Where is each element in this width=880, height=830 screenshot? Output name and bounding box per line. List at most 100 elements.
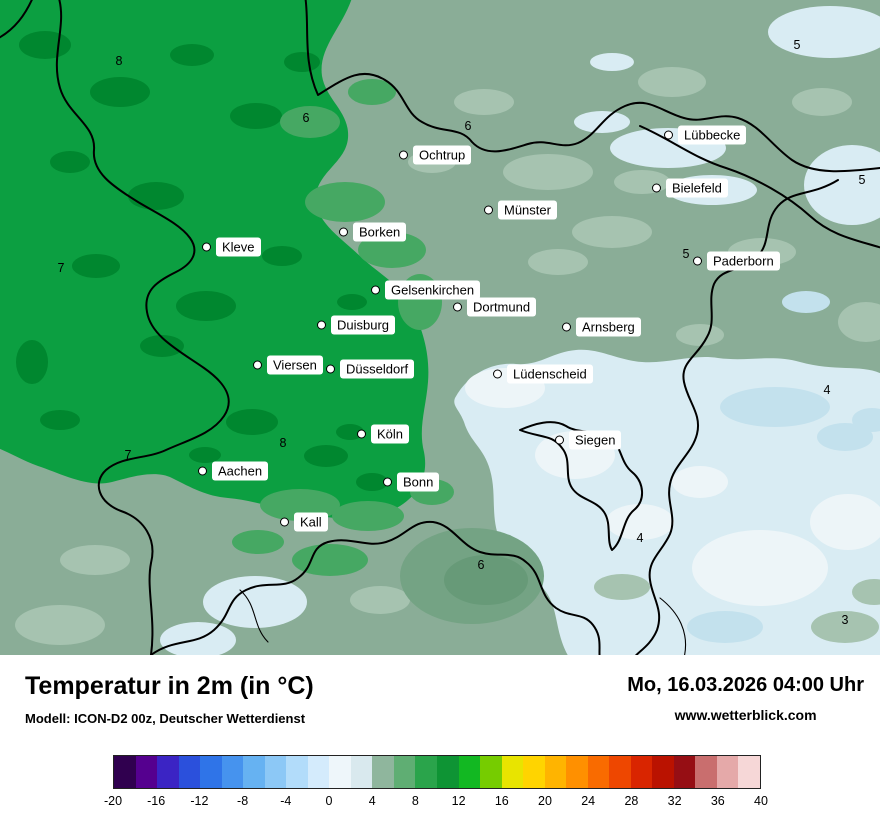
scale-color-block <box>286 756 308 788</box>
city-marker: Kleve <box>202 237 261 257</box>
city-label: Münster <box>498 200 557 220</box>
city-label: Gelsenkirchen <box>385 280 481 300</box>
scale-color-block <box>415 756 437 788</box>
city-dot-icon <box>253 360 262 370</box>
scale-color-block <box>200 756 222 788</box>
city-dot-icon <box>326 364 335 374</box>
city-label: Bielefeld <box>666 178 728 198</box>
temperature-value: 5 <box>682 247 690 261</box>
city-marker: Lüdenscheid <box>493 364 593 384</box>
scale-color-block <box>609 756 631 788</box>
city-label: Kleve <box>216 237 261 257</box>
city-dot-icon <box>280 517 289 527</box>
city-marker: Ochtrup <box>399 145 472 165</box>
scale-tick-label: 20 <box>538 794 552 808</box>
scale-color-block <box>544 756 567 788</box>
scale-color-block <box>695 756 717 788</box>
temperature-value: 8 <box>279 436 287 450</box>
city-dot-icon <box>652 183 661 193</box>
city-marker: Aachen <box>198 461 269 481</box>
city-dot-icon <box>202 242 211 252</box>
green-patches-in-cold-region <box>594 324 880 643</box>
temperature-color-scale <box>113 755 761 789</box>
city-dot-icon <box>399 150 408 160</box>
scale-color-block <box>178 756 201 788</box>
city-marker: Viersen <box>253 355 323 375</box>
scale-color-block <box>716 756 739 788</box>
city-label: Kall <box>294 512 328 532</box>
city-marker: Dortmund <box>453 297 537 317</box>
city-marker: Duisburg <box>317 315 396 335</box>
scale-tick-label: -20 <box>103 794 123 808</box>
city-dot-icon <box>317 320 326 330</box>
city-dot-icon <box>453 302 462 312</box>
city-dot-icon <box>562 322 571 332</box>
city-dot-icon <box>383 477 392 487</box>
scale-tick-label: 24 <box>581 794 596 808</box>
map-footer: Temperatur in 2m (in °C) Modell: ICON-D2… <box>0 655 880 830</box>
temperature-value: 8 <box>115 54 123 68</box>
scale-color-block <box>673 756 696 788</box>
city-marker: Lübbecke <box>664 125 747 145</box>
scale-color-block <box>587 756 610 788</box>
model-info: Modell: ICON-D2 00z, Deutscher Wetterdie… <box>25 711 306 726</box>
temperature-map-svg <box>0 0 880 655</box>
temperature-labels-layer: 8 5 6 6 5 5 7 4 8 7 4 6 3 <box>57 38 866 627</box>
city-dot-icon <box>555 435 564 445</box>
scale-tick-label: 12 <box>451 794 466 808</box>
scale-color-block <box>114 756 136 788</box>
scale-color-block <box>630 756 653 788</box>
temperature-value: 4 <box>823 383 831 397</box>
temperature-value: 6 <box>302 111 310 125</box>
city-label: Köln <box>371 424 410 444</box>
city-marker: Arnsberg <box>562 317 641 337</box>
cyan-cold-patches <box>687 291 880 643</box>
city-label: Siegen <box>569 430 622 450</box>
website-link[interactable]: www.wetterblick.com <box>674 707 817 723</box>
scale-color-block <box>566 756 588 788</box>
scale-tick-labels: -20 -16 -12 -8 -4 0 4 8 12 16 20 24 28 32 36 40 <box>104 794 768 810</box>
city-label: Lüdenscheid <box>507 364 593 384</box>
temperature-value: 6 <box>464 119 472 133</box>
city-marker: Paderborn <box>693 251 780 271</box>
scale-tick-label: -8 <box>237 794 249 808</box>
scale-color-block <box>501 756 524 788</box>
city-label: Dortmund <box>467 297 537 317</box>
temperature-value: 7 <box>57 261 65 275</box>
scale-color-block <box>458 756 481 788</box>
city-label: Ochtrup <box>413 145 472 165</box>
scale-color-block <box>523 756 545 788</box>
temperature-value: 5 <box>858 173 866 187</box>
temperature-value: 4 <box>636 531 644 545</box>
scale-tick-label: 36 <box>710 794 725 808</box>
scale-tick-label: 0 <box>325 794 333 808</box>
city-label: Paderborn <box>707 251 780 271</box>
city-marker: Köln <box>357 424 410 444</box>
city-label: Duisburg <box>331 315 396 335</box>
scale-tick-label: 16 <box>494 794 509 808</box>
city-markers-layer: Lübbecke Ochtrup Bielefeld Münster Borke… <box>198 125 780 532</box>
scale-tick-label: 4 <box>368 794 376 808</box>
city-dot-icon <box>664 130 673 140</box>
city-dot-icon <box>357 429 366 439</box>
scale-color-block <box>738 756 760 788</box>
city-label: Bonn <box>397 472 440 492</box>
city-dot-icon <box>484 205 493 215</box>
temperature-value: 3 <box>841 613 849 627</box>
temperature-value: 7 <box>124 448 132 462</box>
city-dot-icon <box>693 256 702 266</box>
scale-color-block <box>652 756 674 788</box>
scale-color-block <box>436 756 459 788</box>
scale-color-block <box>135 756 158 788</box>
scale-tick-label: 40 <box>754 794 768 808</box>
city-dot-icon <box>493 369 502 379</box>
footer-right-block: Mo, 16.03.2026 04:00 Uhr www.wetterblick… <box>627 674 864 723</box>
city-dot-icon <box>339 227 348 237</box>
city-marker: Borken <box>339 222 407 242</box>
scale-tick-label: 28 <box>624 794 639 808</box>
page-title: Temperatur in 2m (in °C) <box>25 672 314 700</box>
dark-green-patches <box>16 31 388 491</box>
city-label: Lübbecke <box>678 125 747 145</box>
scale-tick-label: 32 <box>667 794 682 808</box>
temperature-value: 5 <box>793 38 801 52</box>
